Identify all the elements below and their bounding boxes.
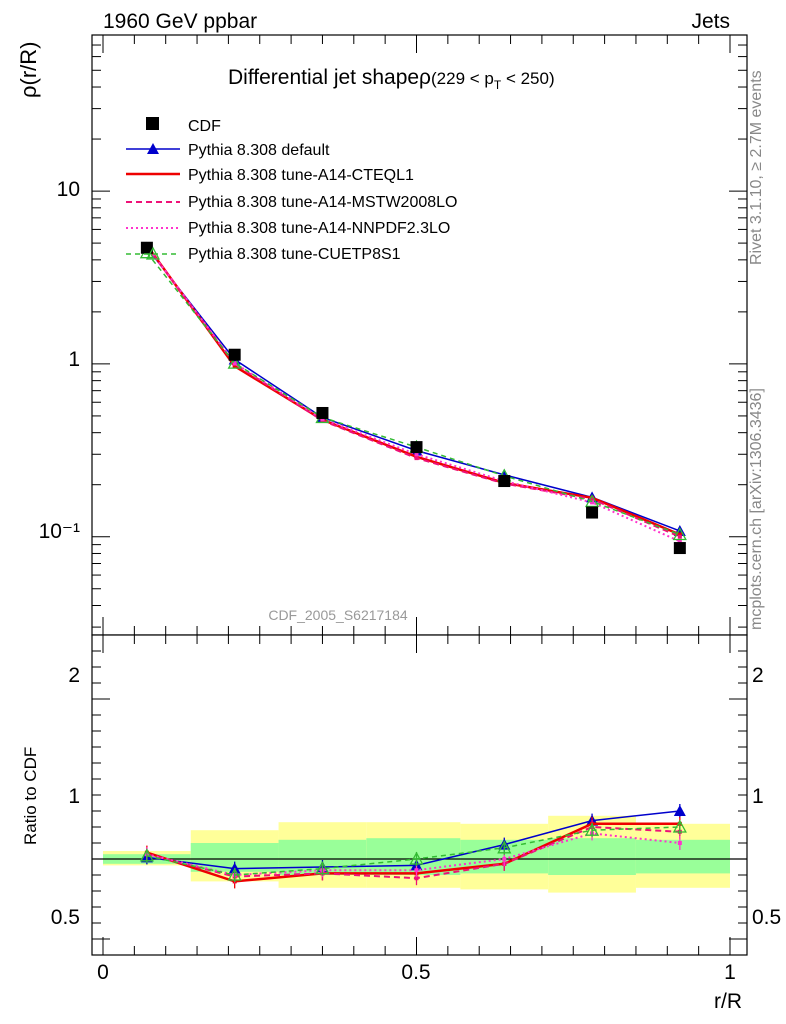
analysis-watermark: CDF_2005_S6217184 (268, 607, 408, 623)
plot-title-range-left: (229 < p (431, 69, 494, 88)
cdf-data-point (228, 348, 241, 361)
series-point-cuetp8s1-marker (227, 355, 242, 369)
ratio-axis-ticks (92, 635, 747, 955)
legend-label-cdf: CDF (188, 118, 221, 135)
ratio-point-cuetp8s1-marker (584, 822, 600, 836)
ratio-point-cuetp8s1-marker (672, 819, 687, 833)
ratio-right-tick-label: 2 (752, 664, 764, 687)
series-point-mstw-marker (414, 456, 419, 461)
legend-marker-cuetp8s1 (145, 246, 161, 260)
main-y-tick-label: 1 (68, 348, 80, 371)
ratio-y-tick-label: 2 (68, 664, 80, 687)
header-energy-label: 1960 GeV ppbar (103, 10, 257, 33)
legend-label-cteql1: Pythia 8.308 tune-A14-CTEQL1 (188, 167, 414, 184)
legend-marker-cdf (146, 117, 159, 130)
inner-uncertainty-band (635, 839, 730, 874)
main-y-tick-label: 10 (57, 178, 80, 201)
ratio-point-nnpdf-marker (414, 868, 419, 873)
ratio-point-cuetp8s1-marker (227, 867, 242, 881)
cdf-data-point (140, 241, 153, 254)
main-axis-ticks (92, 34, 747, 635)
mcplots-label: mcplots.cern.ch [arXiv:1306.3436] (748, 388, 765, 630)
ratio-right-tick-label: 0.5 (752, 906, 781, 929)
main-plot-panel: CDF_2005_S6217184 10⁻¹ 1 10 Differential… (39, 34, 748, 636)
legend-label-mstw: Pythia 8.308 tune-A14-MSTW2008LO (188, 194, 457, 211)
series-cdf (140, 241, 686, 555)
main-y-axis-title: ρ(r/R) (16, 42, 41, 99)
legend-label-cuetp8s1: Pythia 8.308 tune-CUETP8S1 (188, 246, 401, 263)
plot-title-range-right: < 250) (501, 69, 554, 88)
ratio-point-nnpdf-marker (502, 857, 507, 861)
x-tick-label: 1 (724, 961, 736, 984)
cdf-data-point (316, 406, 329, 419)
ratio-series-group (139, 804, 687, 889)
series-point-cteql1-marker (677, 532, 682, 537)
series-point-cteql1-marker (232, 364, 237, 369)
x-tick-label: 0 (97, 961, 109, 984)
main-y-tick-label: 10⁻¹ (39, 520, 80, 543)
inner-uncertainty-band (548, 838, 636, 875)
header-process-label: Jets (691, 10, 730, 33)
cdf-data-point (410, 441, 423, 454)
ratio-point-default-marker (673, 805, 686, 816)
series-point-nnpdf-marker (232, 361, 237, 366)
ratio-point-nnpdf-marker (677, 841, 682, 845)
ratio-y-tick-label: 1 (68, 785, 80, 808)
legend: CDF Pythia 8.308 default Pythia 8.308 tu… (126, 117, 457, 263)
series-point-nnpdf-marker (677, 539, 682, 544)
x-axis-title: r/R (714, 990, 742, 1013)
legend-marker-default (147, 143, 159, 154)
main-y-tick-labels: 10⁻¹ 1 10 (39, 178, 80, 543)
ratio-point-cuetp8s1-marker (409, 851, 424, 865)
ratio-point-cuetp8s1-marker (315, 861, 330, 875)
plot-title-main: Differential jet shapeρ (228, 66, 431, 89)
ratio-point-cuetp8s1-marker (139, 848, 154, 862)
ratio-point-cuetp8s1-marker (497, 840, 512, 854)
ratio-point-mstw-marker (414, 876, 419, 881)
ratio-y-tick-label: 0.5 (51, 906, 80, 929)
plot-title-range-sub: T (494, 78, 502, 92)
ratio-y-axis-title: Ratio to CDF (21, 747, 40, 845)
ratio-right-tick-label: 1 (752, 785, 764, 808)
rivet-label: Rivet 3.1.10, ≥ 2.7M events (748, 70, 765, 265)
ratio-plot-panel: 2 1 0.5 2 1 0.5 0 0.5 1 r/R (51, 634, 781, 1013)
series-point-cuetp8s1-marker (584, 494, 600, 508)
series-point-cuetp8s1-marker (672, 527, 687, 541)
cdf-data-point (586, 506, 599, 519)
series-point-nnpdf-marker (414, 452, 419, 457)
cdf-data-point (673, 542, 686, 555)
main-series-group (139, 241, 687, 555)
series-point-nnpdf-marker (590, 500, 595, 505)
ratio-series-cuetp8s1 (139, 819, 687, 882)
x-tick-label: 0.5 (401, 961, 430, 984)
plot-title: Differential jet shapeρ(229 < pT < 250) (228, 66, 555, 92)
series-point-mstw-marker (677, 534, 682, 539)
legend-label-default: Pythia 8.308 default (188, 142, 330, 159)
series-point-nnpdf-marker (320, 416, 325, 421)
legend-label-nnpdf: Pythia 8.308 tune-A14-NNPDF2.3LO (188, 220, 450, 237)
series-point-mstw-marker (590, 497, 595, 502)
cdf-data-point (498, 475, 511, 488)
